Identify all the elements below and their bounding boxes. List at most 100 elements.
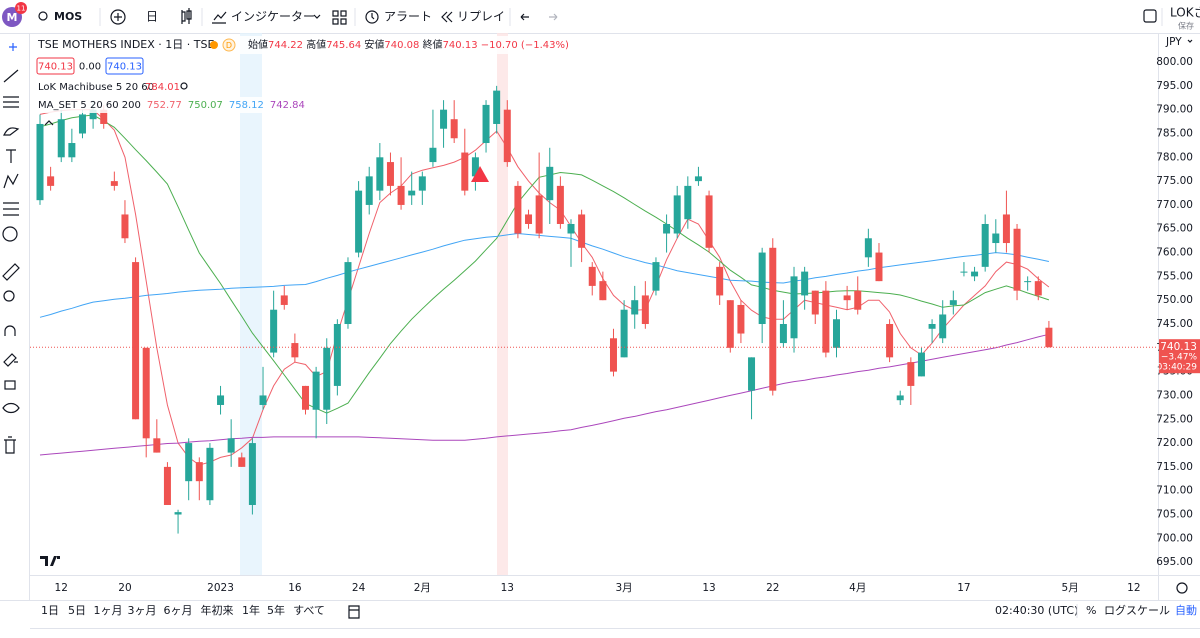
currency-caret[interactable] bbox=[1187, 39, 1193, 43]
candle-body bbox=[450, 119, 458, 139]
trash-tool[interactable] bbox=[4, 436, 16, 454]
sell-price[interactable]: 740.13 bbox=[38, 62, 73, 73]
y-tick-label: 770.00 bbox=[1156, 199, 1193, 211]
candle-body bbox=[960, 271, 968, 273]
replay-icon[interactable] bbox=[441, 11, 453, 23]
candle-body bbox=[100, 109, 108, 124]
candle-body bbox=[89, 109, 97, 120]
ma-value: 750.07 bbox=[188, 100, 223, 111]
date-range-icon[interactable] bbox=[348, 605, 360, 619]
log-toggle[interactable]: ログスケール bbox=[1104, 603, 1170, 617]
add-symbol-icon[interactable] bbox=[110, 9, 126, 25]
indicator-icon[interactable] bbox=[212, 11, 227, 24]
buy-price[interactable]: 740.13 bbox=[107, 62, 142, 73]
candle-body bbox=[270, 309, 278, 353]
percent-toggle[interactable]: % bbox=[1086, 604, 1096, 617]
high-value: 745.64 bbox=[326, 40, 361, 51]
auto-toggle[interactable]: 自動 bbox=[1175, 603, 1197, 617]
pattern-tool[interactable] bbox=[3, 173, 19, 189]
x-tick-label: 20 bbox=[118, 582, 131, 594]
ma-name: MA_SET 5 20 60 200 bbox=[38, 100, 141, 111]
icon-tool[interactable] bbox=[2, 226, 18, 242]
range-button[interactable]: 6ヶ月 bbox=[164, 604, 193, 617]
range-button[interactable]: すべて bbox=[293, 604, 325, 617]
collapse-legend[interactable] bbox=[44, 120, 54, 126]
highlight-band bbox=[240, 33, 262, 575]
indicator-icon[interactable] bbox=[180, 82, 188, 90]
y-tick-label: 780.00 bbox=[1156, 151, 1193, 163]
range-button[interactable]: 3ヶ月 bbox=[128, 604, 157, 617]
sell-box[interactable] bbox=[36, 57, 75, 75]
prediction-tool[interactable] bbox=[3, 202, 19, 216]
text-tool[interactable] bbox=[6, 149, 16, 163]
candle-body bbox=[896, 395, 904, 401]
candle-body bbox=[907, 362, 915, 386]
visibility-tool[interactable] bbox=[2, 402, 20, 414]
candle-body bbox=[864, 238, 872, 258]
dropdown-caret[interactable] bbox=[313, 14, 321, 19]
trend-line-tool[interactable] bbox=[3, 69, 19, 83]
symbol-search[interactable]: MOS bbox=[54, 10, 82, 23]
range-button[interactable]: 1ヶ月 bbox=[94, 604, 123, 617]
candle-body bbox=[132, 262, 140, 420]
zoom-tool[interactable] bbox=[3, 290, 15, 302]
status-dot bbox=[210, 41, 218, 49]
price-tag-countdown: 03:40:29 bbox=[1157, 363, 1198, 373]
range-button[interactable]: 5年 bbox=[267, 603, 285, 617]
save-label[interactable]: 保存 bbox=[1178, 21, 1194, 31]
search-icon[interactable] bbox=[38, 11, 48, 21]
magnet-tool[interactable] bbox=[4, 325, 16, 336]
ohlc: 始値744.22 高値745.64 安値740.08 終値740.13 −10.… bbox=[248, 38, 569, 51]
candle-body bbox=[280, 295, 288, 305]
candle-body bbox=[1024, 281, 1032, 283]
buy-box[interactable] bbox=[105, 57, 144, 75]
range-button[interactable]: 5日 bbox=[68, 604, 86, 617]
y-tick-label: 710.00 bbox=[1156, 485, 1193, 497]
y-tick-label: 705.00 bbox=[1156, 509, 1193, 521]
candle-body bbox=[259, 395, 267, 405]
undo-icon[interactable] bbox=[520, 13, 529, 21]
legend-bg bbox=[34, 36, 534, 54]
chart-type-icon[interactable] bbox=[181, 8, 192, 24]
candle-body bbox=[333, 324, 341, 386]
logo bbox=[40, 556, 60, 566]
lock-drawing-tool[interactable] bbox=[3, 353, 18, 367]
crosshair-tool[interactable] bbox=[9, 43, 17, 51]
signal-triangle bbox=[471, 166, 489, 182]
fib-tool[interactable] bbox=[3, 96, 19, 108]
indicators-button[interactable]: インジケーター bbox=[231, 10, 315, 24]
alert-button[interactable]: アラート bbox=[384, 10, 432, 24]
candle-body bbox=[801, 271, 809, 296]
plus bbox=[114, 13, 122, 21]
interval-button[interactable]: 日 bbox=[146, 10, 158, 24]
x-tick-label: 13 bbox=[702, 582, 715, 594]
timezone[interactable]: 02:40:30 (UTC) bbox=[995, 604, 1078, 617]
y-tick-label: 725.00 bbox=[1156, 413, 1193, 425]
measure-tool[interactable] bbox=[2, 263, 20, 281]
fullscreen-icon[interactable] bbox=[1143, 9, 1157, 23]
settings-icon[interactable] bbox=[1176, 582, 1188, 594]
candle-body bbox=[514, 185, 522, 234]
user-name[interactable]: LOKさん bbox=[1170, 6, 1200, 20]
candle-body bbox=[471, 157, 479, 177]
candle-body bbox=[68, 143, 76, 158]
badge-count: 11 bbox=[17, 5, 26, 13]
candle-body bbox=[36, 123, 44, 201]
redo-icon[interactable] bbox=[549, 13, 558, 21]
candle-body bbox=[716, 266, 724, 296]
ma-line bbox=[39, 114, 1050, 414]
range-button[interactable]: 年初来 bbox=[201, 603, 234, 617]
layout-icon[interactable] bbox=[332, 10, 347, 25]
x-tick-label: 24 bbox=[352, 582, 366, 594]
alert-icon[interactable] bbox=[365, 10, 379, 24]
avatar-letter: M bbox=[7, 11, 18, 24]
lock-tool[interactable] bbox=[4, 380, 16, 390]
ma-line bbox=[39, 232, 1050, 318]
replay-button[interactable]: リプレイ bbox=[457, 10, 505, 24]
range-button[interactable]: 1年 bbox=[242, 603, 260, 617]
currency[interactable]: JPY bbox=[1165, 36, 1182, 48]
candle-body bbox=[163, 466, 171, 505]
range-button[interactable]: 1日 bbox=[41, 604, 59, 617]
brush-tool[interactable] bbox=[3, 127, 20, 136]
